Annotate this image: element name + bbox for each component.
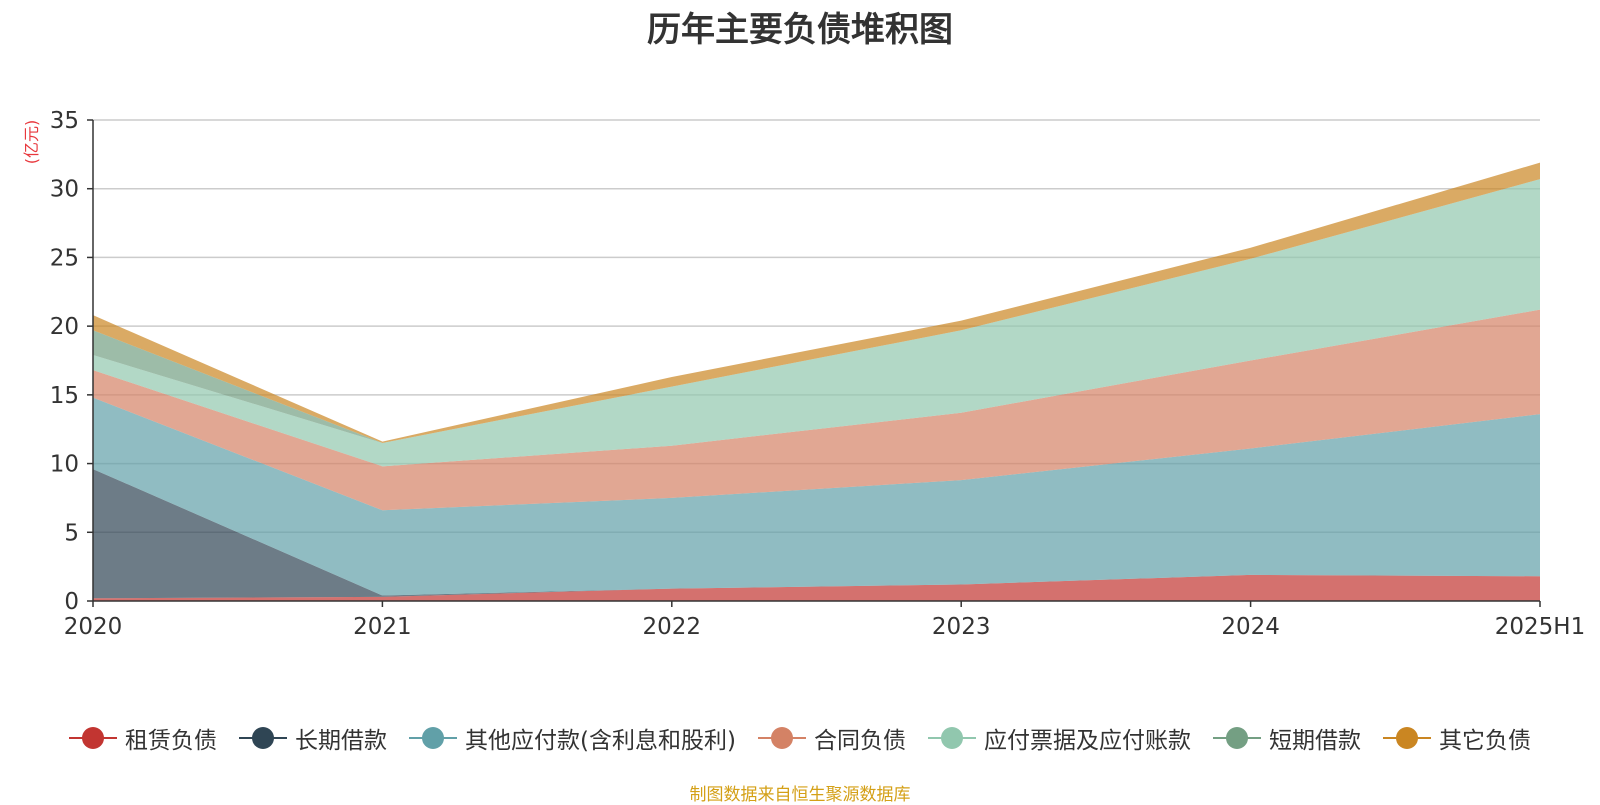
y-tick-label: 10 bbox=[50, 452, 79, 478]
source-note: 制图数据来自恒生聚源数据库 bbox=[689, 785, 911, 805]
x-tick-label: 2021 bbox=[353, 614, 412, 640]
legend-label: 租赁负债 bbox=[125, 728, 218, 754]
legend-label: 其他应付款(含利息和股利) bbox=[465, 728, 736, 754]
legend-label: 长期借款 bbox=[295, 728, 388, 754]
y-tick-label: 35 bbox=[50, 108, 79, 134]
area-series-3[interactable] bbox=[93, 309, 1540, 511]
stacked-areas bbox=[93, 162, 1540, 601]
y-axis-unit-label: (亿元) bbox=[22, 120, 41, 165]
legend-item[interactable]: 租赁负债 bbox=[69, 721, 217, 755]
legend-item[interactable]: 其他应付款(含利息和股利) bbox=[409, 721, 736, 755]
legend-item[interactable]: 长期借款 bbox=[239, 721, 387, 755]
area-series-4[interactable] bbox=[93, 179, 1540, 467]
y-tick-label: 5 bbox=[64, 520, 79, 546]
y-tick-label: 25 bbox=[50, 245, 79, 271]
area-series-2[interactable] bbox=[93, 397, 1540, 596]
x-tick-label: 2025H1 bbox=[1495, 614, 1585, 640]
axes: 0 5 10 15 20 25 30 35 2020 2021 2022 2023 2024 2025H1 bbox=[50, 108, 1586, 640]
legend-item[interactable]: 应付票据及应付账款 bbox=[927, 721, 1191, 755]
legend-marker-icon bbox=[1382, 726, 1431, 750]
x-tick-label: 2022 bbox=[643, 614, 702, 640]
legend-item[interactable]: 其它负债 bbox=[1382, 721, 1531, 755]
x-tick-label: 2024 bbox=[1221, 614, 1280, 640]
legend-marker-icon bbox=[1212, 726, 1261, 750]
x-tick-label: 2020 bbox=[64, 614, 123, 640]
y-tick-label: 15 bbox=[50, 383, 79, 409]
chart-title: 历年主要负债堆积图 bbox=[647, 10, 953, 50]
area-series-1[interactable] bbox=[93, 469, 1540, 599]
legend-marker-icon bbox=[409, 726, 458, 750]
legend-marker-icon bbox=[757, 726, 806, 750]
legend-label: 合同负债 bbox=[813, 728, 906, 754]
legend-label: 应付票据及应付账款 bbox=[983, 728, 1191, 754]
x-tick-label: 2023 bbox=[932, 614, 991, 640]
area-series-0[interactable] bbox=[93, 574, 1540, 601]
legend-label: 短期借款 bbox=[1268, 728, 1361, 754]
legend-marker-icon bbox=[927, 726, 976, 750]
legend: 租赁负债 长期借款 其他应付款(含利息和股利) 合同负债 应付票据及应付账款 短期借款 其它… bbox=[0, 718, 1600, 758]
legend-item[interactable]: 合同负债 bbox=[757, 721, 906, 755]
legend-label: 其它负债 bbox=[1438, 728, 1531, 754]
legend-marker-icon bbox=[69, 726, 118, 750]
legend-marker-icon bbox=[239, 726, 288, 750]
y-tick-label: 0 bbox=[64, 589, 79, 615]
y-tick-label: 20 bbox=[50, 314, 79, 340]
legend-item[interactable]: 短期借款 bbox=[1212, 721, 1361, 755]
y-tick-label: 30 bbox=[50, 177, 79, 203]
